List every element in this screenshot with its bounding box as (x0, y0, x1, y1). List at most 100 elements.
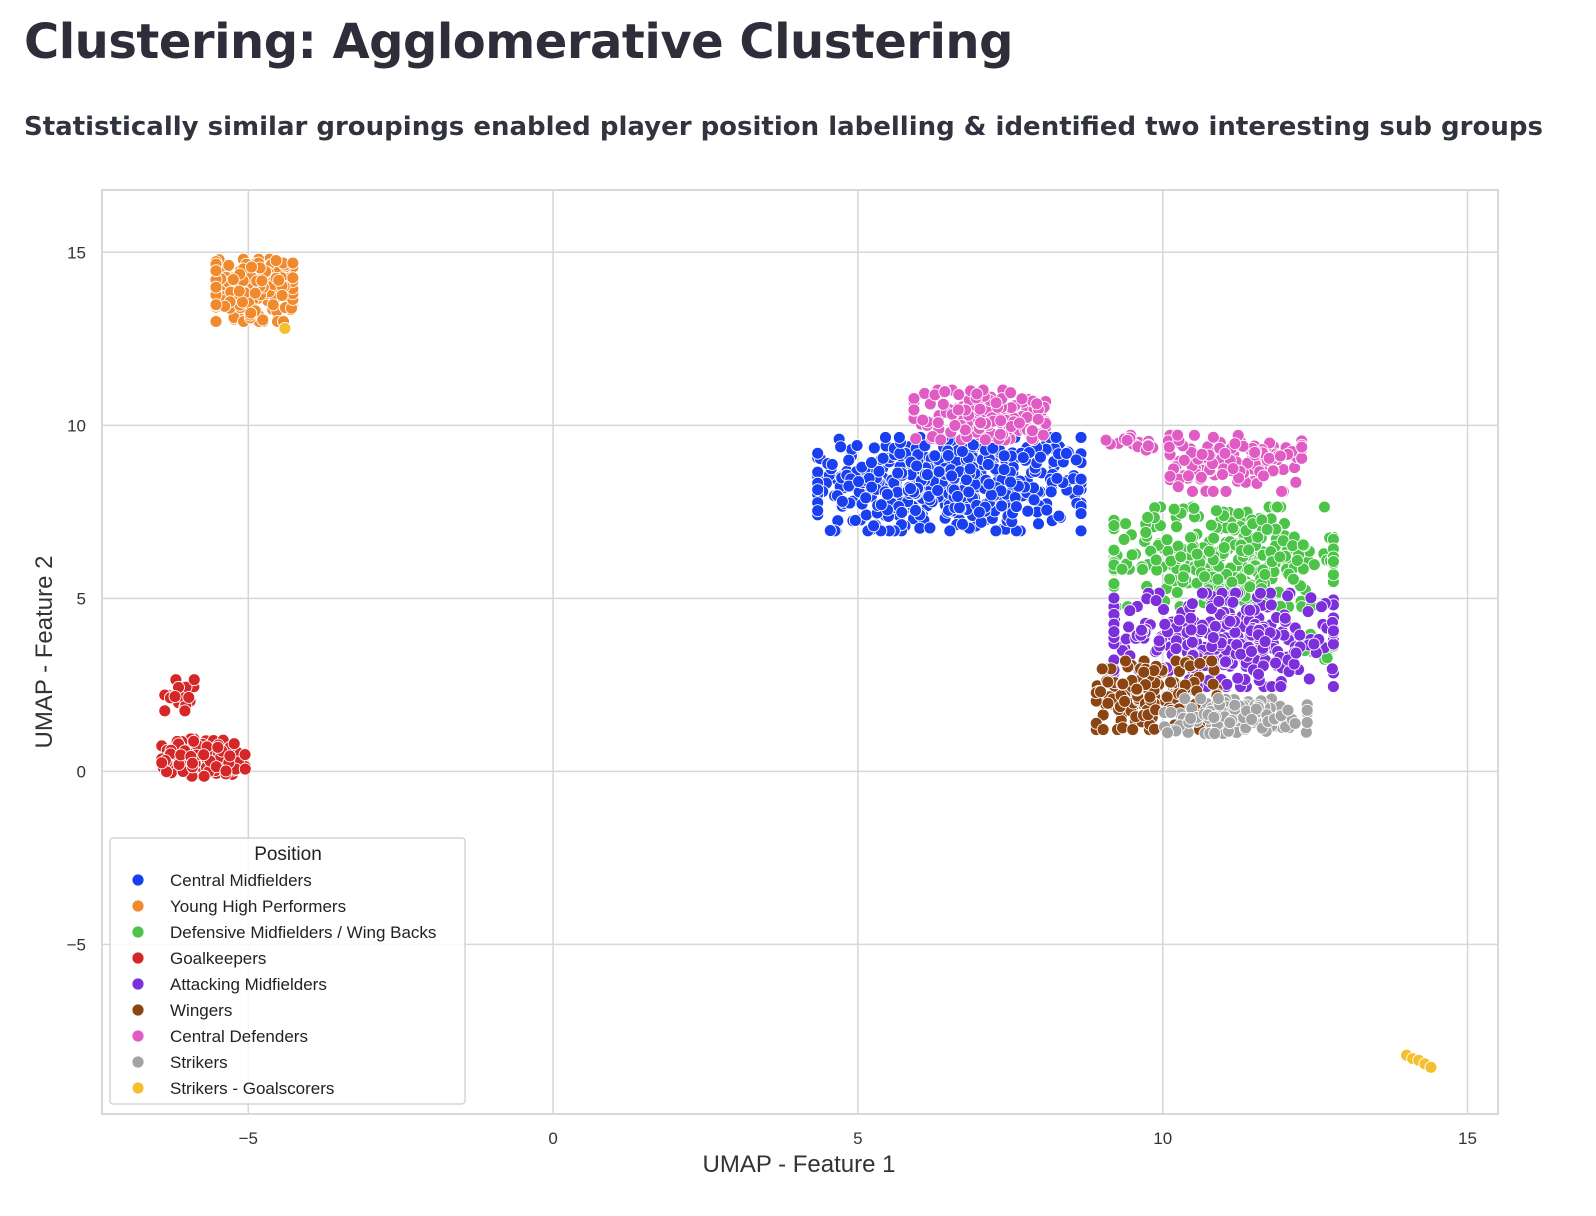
legend-entry: Defensive Midfielders / Wing Backs (170, 923, 436, 942)
data-point (1032, 517, 1045, 531)
data-point (879, 430, 892, 444)
data-point (187, 673, 201, 687)
data-point (1257, 469, 1270, 483)
data-point (1207, 710, 1221, 724)
data-point (1170, 520, 1183, 534)
legend-marker (131, 977, 145, 991)
data-point (1424, 1060, 1438, 1074)
data-point (1226, 462, 1240, 475)
data-point (1074, 524, 1088, 538)
data-point (1158, 617, 1172, 631)
data-point (1326, 568, 1340, 582)
data-point (1094, 685, 1107, 699)
legend-marker (131, 925, 145, 939)
data-point (1207, 531, 1221, 545)
data-point (1107, 543, 1121, 557)
data-point (1040, 503, 1054, 517)
data-point (959, 473, 973, 487)
data-point (1107, 577, 1121, 591)
data-point (1107, 625, 1121, 639)
data-point (1206, 484, 1220, 498)
data-point (1059, 446, 1073, 460)
legend-marker (131, 951, 145, 965)
data-point (1273, 550, 1287, 564)
tick-labels: −5 0 5 10 15 −5 0 5 10 15 (67, 243, 1477, 1148)
data-point (1181, 469, 1195, 483)
data-point (1176, 570, 1190, 584)
data-point (948, 418, 962, 432)
data-point (1226, 521, 1240, 535)
data-point (811, 446, 825, 460)
data-point (1125, 548, 1139, 562)
data-point (989, 524, 1003, 538)
data-point (895, 505, 909, 519)
data-point (1149, 594, 1163, 608)
data-point (1184, 611, 1198, 625)
data-point (255, 274, 269, 288)
data-point (1101, 696, 1115, 710)
data-point (941, 449, 955, 462)
data-point (982, 477, 996, 491)
data-point (1251, 530, 1265, 544)
data-point (1326, 637, 1340, 651)
data-point (876, 451, 890, 465)
data-point (893, 447, 907, 460)
data-point (995, 499, 1009, 513)
data-point (993, 427, 1007, 441)
data-point (1273, 449, 1287, 463)
data-point (997, 449, 1011, 463)
data-point (1208, 619, 1222, 633)
data-point (1302, 672, 1316, 686)
data-point (974, 416, 988, 430)
data-point (978, 433, 992, 447)
data-point (1136, 563, 1149, 576)
data-point (1232, 471, 1246, 485)
data-point (1281, 589, 1295, 603)
data-point (1160, 690, 1174, 704)
data-point (1152, 634, 1166, 648)
data-point (1137, 665, 1151, 679)
data-point (197, 769, 211, 783)
data-point (1177, 453, 1191, 467)
data-point (1015, 392, 1029, 406)
data-point (909, 504, 923, 517)
data-point (1245, 645, 1258, 658)
data-point (1245, 712, 1259, 726)
data-point (1326, 624, 1340, 638)
data-point (859, 508, 873, 522)
data-point (1187, 428, 1201, 442)
data-point (1095, 662, 1109, 676)
data-point (951, 489, 965, 503)
series-7 (1158, 692, 1314, 740)
data-point (1171, 480, 1185, 494)
data-point (835, 495, 849, 508)
data-point (848, 514, 862, 527)
data-points (155, 252, 1438, 1074)
data-point (984, 488, 998, 502)
data-point (1262, 451, 1276, 465)
data-point (1211, 572, 1225, 586)
data-point (1205, 654, 1219, 668)
data-point (963, 462, 977, 476)
legend-title: Position (254, 844, 322, 865)
data-point (825, 457, 839, 471)
data-point (931, 483, 945, 497)
data-point (910, 459, 924, 473)
data-point (1074, 507, 1088, 521)
legend-entry: Strikers - Goalscorers (170, 1079, 334, 1098)
data-point (874, 498, 888, 512)
data-point (1243, 603, 1257, 617)
y-axis-label: UMAP - Feature 2 (31, 556, 58, 749)
data-point (952, 501, 966, 515)
data-point (1242, 563, 1256, 576)
data-point (1107, 519, 1121, 532)
legend-entry: Attacking Midfielders (170, 975, 327, 994)
data-point (278, 321, 292, 335)
data-point (1307, 558, 1321, 572)
data-point (1170, 586, 1184, 599)
series-0 (811, 430, 1088, 538)
data-point (1074, 430, 1088, 444)
data-point (852, 475, 866, 488)
data-point (1184, 531, 1197, 545)
data-point (1307, 637, 1321, 651)
